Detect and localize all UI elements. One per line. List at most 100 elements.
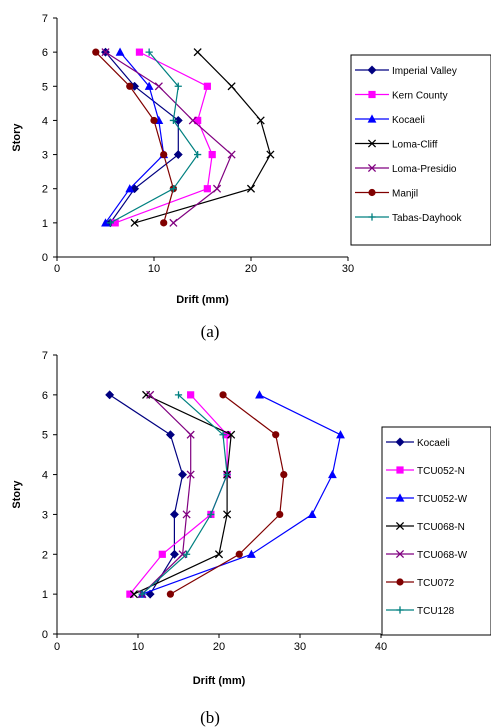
legend-swatch-marker	[396, 606, 404, 614]
legend-label: Tabas-Dayhook	[392, 213, 462, 224]
legend-label: TCU052-W	[417, 494, 468, 505]
legend-swatch-marker	[396, 466, 404, 474]
data-point	[169, 509, 180, 519]
legend: Kocaeli TCU052-N TCU052-W TCU068-N TCU068-W T…	[381, 426, 491, 636]
data-point	[169, 549, 180, 559]
series-manjil	[92, 48, 177, 227]
data-point	[160, 219, 168, 227]
data-point	[138, 590, 146, 598]
y-tick-label: 7	[42, 350, 48, 362]
data-point	[173, 150, 183, 160]
chart-a: 0 1 2 3 4 5 6 7 0 10 20 30 Drift (mm) Story Imperial V…	[11, 13, 491, 306]
data-point	[280, 470, 288, 479]
series-line	[114, 51, 213, 224]
x-tick-label: 30	[294, 641, 306, 653]
data-point	[142, 390, 151, 399]
legend-item: TCU068-W	[386, 549, 468, 561]
legend-item: Kocaeli	[386, 437, 450, 449]
y-tick-label: 6	[42, 390, 48, 402]
series-loma-presidio	[101, 48, 236, 227]
x-tick-label: 10	[132, 641, 144, 653]
data-point	[101, 218, 110, 227]
series-line	[105, 51, 233, 224]
series-line	[105, 51, 165, 224]
data-point	[256, 116, 265, 125]
data-point	[115, 47, 125, 56]
y-tick-label: 1	[42, 589, 48, 601]
data-point	[145, 48, 153, 56]
series-kern-county	[111, 48, 216, 227]
legend-swatch-marker	[367, 163, 377, 173]
data-point	[255, 390, 264, 399]
data-point	[336, 430, 345, 439]
data-point	[272, 431, 280, 439]
series-line	[133, 394, 232, 595]
y-tick-label: 0	[42, 629, 48, 641]
chart-b: 0 1 2 3 4 5 6 7 0 10 20 30 40 Drift (mm) Story Kocaeli T…	[11, 350, 491, 687]
y-tick-label: 7	[42, 13, 48, 25]
data-point	[135, 48, 144, 56]
data-point	[246, 184, 256, 193]
y-tick-label: 2	[42, 184, 48, 196]
data-point	[307, 509, 317, 519]
x-tick-label: 20	[245, 263, 257, 275]
data-point	[212, 184, 222, 193]
legend-item: Tabas-Dayhook	[355, 213, 462, 224]
data-point	[187, 391, 195, 399]
legend-box	[381, 426, 491, 636]
data-point	[178, 550, 187, 559]
legend-label: Kern County	[392, 91, 448, 102]
data-point	[125, 184, 135, 193]
legend-label: TCU068-N	[417, 522, 465, 533]
legend-item: TCU052-N	[386, 466, 465, 477]
data-point	[186, 430, 195, 439]
data-point	[182, 510, 191, 519]
x-axis-title: Drift (mm)	[193, 675, 246, 687]
series-line	[141, 394, 342, 595]
x-tick-label: 10	[148, 263, 160, 275]
data-point	[276, 510, 284, 519]
legend-label: Kocaeli	[392, 115, 425, 126]
legend-label: Kocaeli	[417, 438, 450, 449]
series-line	[141, 394, 228, 595]
legend-swatch-marker	[395, 437, 405, 447]
legend-item: TCU068-N	[386, 521, 465, 533]
data-point	[169, 218, 178, 227]
data-point	[174, 82, 182, 90]
data-point	[227, 82, 236, 91]
legend-item: TCU052-W	[386, 493, 468, 505]
legend-swatch-marker	[367, 139, 377, 148]
legend-label: Imperial Valley	[392, 66, 457, 77]
data-point	[227, 430, 236, 439]
data-point	[328, 469, 337, 479]
legend-item: Imperial Valley	[355, 65, 457, 77]
data-point	[188, 116, 197, 125]
data-point	[130, 218, 139, 227]
data-point	[203, 185, 211, 193]
data-point	[219, 391, 227, 399]
data-point	[146, 390, 155, 399]
legend-label: TCU052-N	[417, 466, 465, 477]
data-point	[223, 510, 232, 519]
data-point	[111, 219, 119, 227]
y-axis-title: Story	[11, 480, 23, 509]
y-tick-label: 0	[42, 252, 48, 264]
data-point	[92, 48, 100, 56]
legend-label: TCU128	[417, 606, 455, 617]
x-tick-label: 30	[342, 263, 354, 275]
series-tabas-dayhook	[106, 48, 202, 227]
legend-swatch-marker	[368, 188, 376, 197]
legend-box	[350, 54, 491, 246]
series-line	[110, 51, 199, 224]
legend-label: TCU068-W	[417, 550, 468, 561]
data-point	[173, 115, 183, 125]
data-point	[214, 550, 224, 559]
y-tick-label: 4	[42, 115, 48, 127]
legend-item: Loma-Presidio	[355, 163, 457, 175]
series-tcu072	[166, 391, 288, 598]
series-tcu052-w	[137, 390, 345, 598]
data-point	[101, 48, 110, 57]
legend-swatch-marker	[395, 521, 405, 531]
data-point	[106, 219, 114, 227]
legend-item: Kern County	[355, 91, 448, 102]
